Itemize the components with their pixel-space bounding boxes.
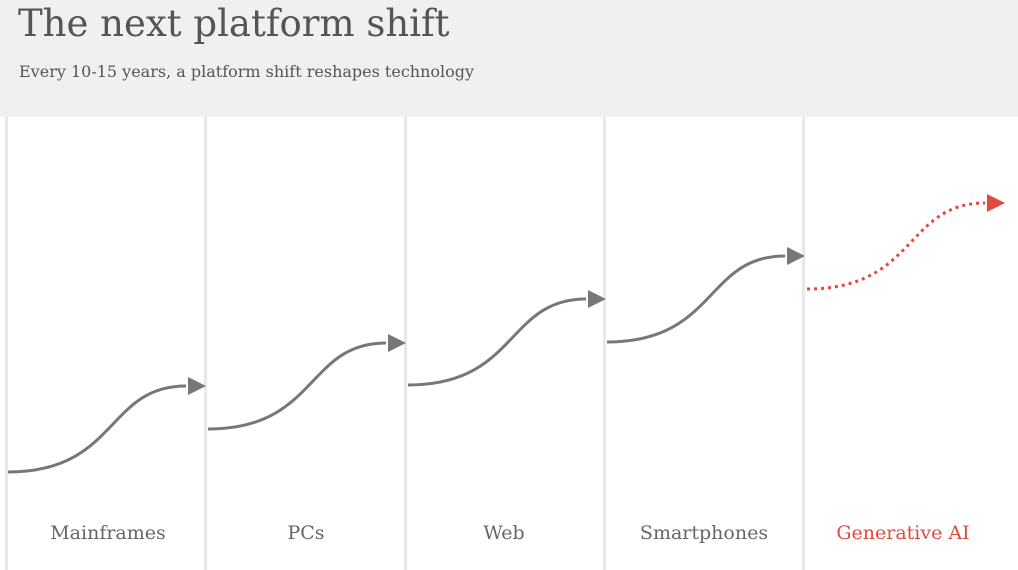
stage-label-mainframes: Mainframes xyxy=(50,522,166,544)
stage-label-smartphones: Smartphones xyxy=(639,522,769,544)
column-divider xyxy=(603,117,606,570)
stage-arrow-pcs xyxy=(207,334,406,431)
column-divider xyxy=(802,117,805,570)
column-divider xyxy=(5,117,8,570)
stage-arrow-generative-ai xyxy=(806,194,1005,291)
stage-label-web: Web xyxy=(483,522,525,544)
column-divider xyxy=(404,117,407,570)
stage-label-pcs: PCs xyxy=(287,522,325,544)
page-subtitle: Every 10-15 years, a platform shift resh… xyxy=(19,62,475,81)
stage-label-generative-ai: Generative AI xyxy=(836,522,970,544)
stage-arrow-mainframes xyxy=(7,377,206,474)
column-divider xyxy=(204,117,207,570)
page-title: The next platform shift xyxy=(18,2,450,45)
stage-arrow-smartphones xyxy=(606,247,805,344)
stage-arrow-web xyxy=(407,290,606,387)
header-banner: The next platform shift Every 10-15 year… xyxy=(0,0,1018,117)
